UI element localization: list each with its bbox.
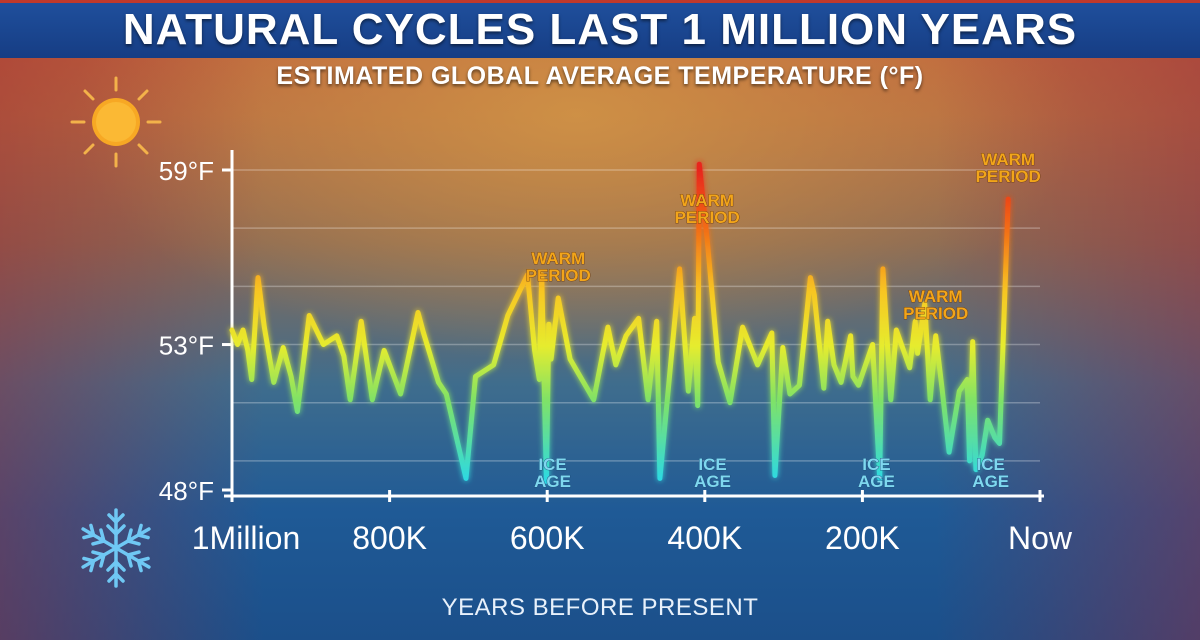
annotation-text: PERIOD bbox=[675, 208, 740, 227]
x-tick-label: 200K bbox=[825, 520, 900, 556]
x-tick-label: 400K bbox=[667, 520, 742, 556]
annotation-text: ICE bbox=[977, 455, 1005, 474]
sun-icon bbox=[70, 76, 162, 168]
annotation-text: ICE bbox=[538, 455, 566, 474]
annotation-text: AGE bbox=[858, 472, 895, 491]
series-line-group bbox=[229, 161, 1011, 484]
x-axis-label: YEARS BEFORE PRESENT bbox=[441, 594, 759, 621]
x-tick-label: 800K bbox=[352, 520, 427, 556]
y-tick-label: 48°F bbox=[159, 476, 214, 506]
annotation-text: WARM bbox=[981, 150, 1035, 169]
annotation-text: WARM bbox=[680, 191, 734, 210]
y-tick-label: 59°F bbox=[159, 156, 214, 186]
chart-subtitle: ESTIMATED GLOBAL AVERAGE TEMPERATURE (°F… bbox=[276, 62, 924, 90]
annotation-text: ICE bbox=[698, 455, 726, 474]
series-line bbox=[229, 161, 1011, 484]
x-ticks: 1Million 800K 600K 400K 200K Now bbox=[192, 490, 1073, 556]
snowflake-icon bbox=[77, 508, 155, 588]
annotation-text: PERIOD bbox=[976, 167, 1041, 186]
y-ticks: 59°F 53°F 48°F bbox=[159, 156, 232, 506]
annotation-text: AGE bbox=[694, 472, 731, 491]
annotation-text: WARM bbox=[531, 249, 585, 268]
y-tick-label: 53°F bbox=[159, 331, 214, 361]
x-tick-label: 1Million bbox=[192, 520, 300, 556]
annotation-text: AGE bbox=[972, 472, 1009, 491]
x-tick-label: Now bbox=[1008, 520, 1073, 556]
x-tick-label: 600K bbox=[510, 520, 585, 556]
chart-title: NATURAL CYCLES LAST 1 MILLION YEARS bbox=[122, 5, 1078, 54]
title-banner: NATURAL CYCLES LAST 1 MILLION YEARS bbox=[0, 0, 1200, 58]
annotations: WARMPERIODWARMPERIODWARMPERIODWARMPERIOD… bbox=[525, 150, 1041, 492]
annotation-text: ICE bbox=[862, 455, 890, 474]
series-points bbox=[231, 163, 1010, 483]
annotation-text: PERIOD bbox=[903, 304, 968, 323]
annotation-text: WARM bbox=[909, 287, 963, 306]
annotation-text: PERIOD bbox=[526, 266, 591, 285]
annotation-text: AGE bbox=[534, 472, 571, 491]
